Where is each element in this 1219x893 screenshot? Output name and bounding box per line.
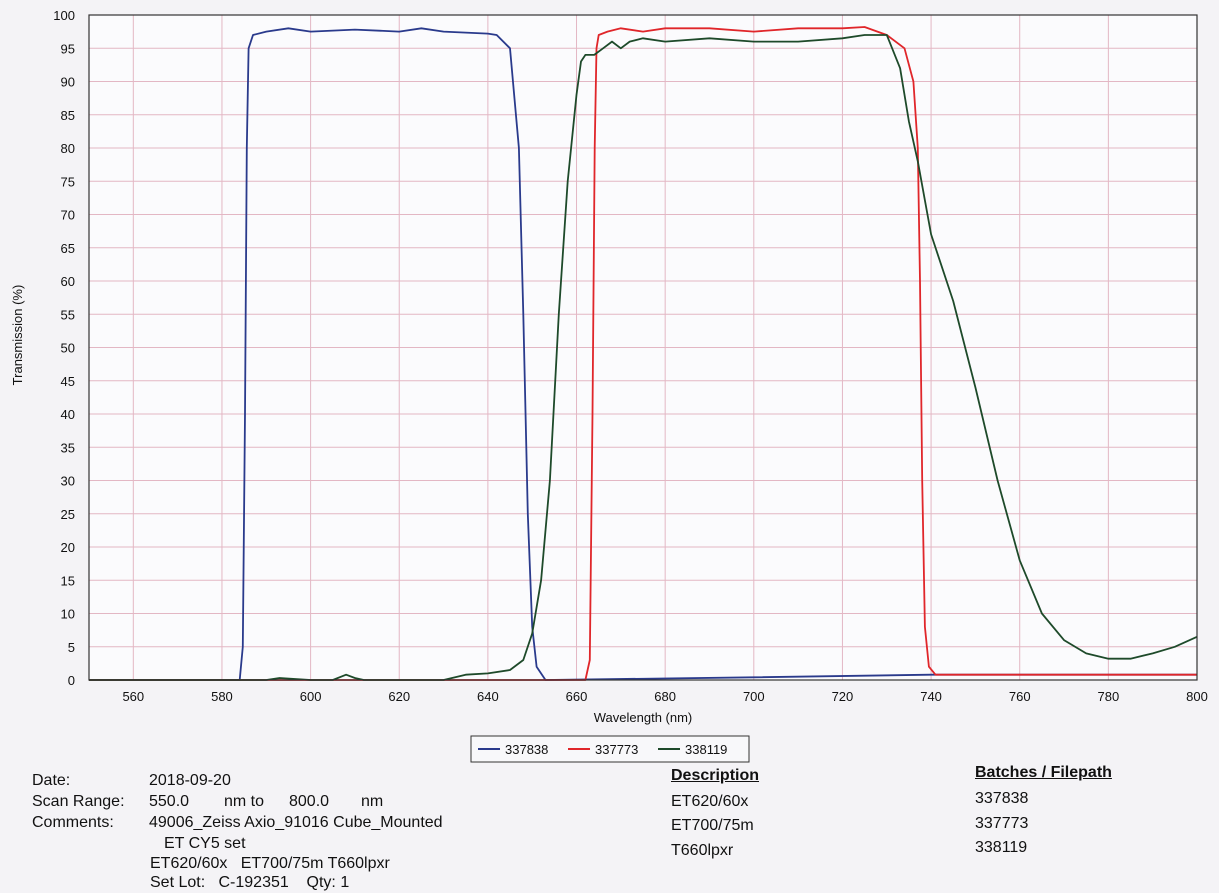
y-tick-label: 100 — [53, 8, 75, 23]
x-tick-label: 720 — [832, 689, 854, 704]
series-line-338119 — [89, 34, 1198, 681]
y-tick-label: 10 — [61, 607, 75, 622]
y-tick-label: 65 — [61, 241, 75, 256]
y-tick-label: 75 — [61, 174, 75, 189]
x-tick-label: 680 — [654, 689, 676, 704]
batch-row-2: 337773 — [975, 815, 1029, 832]
x-tick-label: 560 — [122, 689, 144, 704]
description-row-1: ET620/60x — [671, 793, 749, 810]
description-row-2: ET700/75m — [671, 817, 754, 834]
series-line-337838 — [89, 27, 1197, 681]
set-lot-line: Set Lot: C-192351 Qty: 1 — [150, 874, 350, 891]
x-tick-label: 600 — [300, 689, 322, 704]
date-value: 2018-09-20 — [149, 772, 231, 789]
legend-box — [470, 735, 750, 763]
x-tick-label: 660 — [566, 689, 588, 704]
series-line-337773 — [89, 26, 1197, 681]
comments-line-3: ET620/60x ET700/75m T660lpxr — [150, 855, 390, 872]
y-tick-label: 40 — [61, 407, 75, 422]
y-tick-labels: 0 5 10 15 20 25 30 35 40 45 50 55 60 65 70 75 80 85 90 95 10… — [53, 8, 75, 688]
legend: 337838 337773 338119 — [470, 735, 750, 763]
x-axis-title: Wavelength (nm) — [594, 710, 693, 725]
x-tick-label: 580 — [211, 689, 233, 704]
y-tick-label: 80 — [61, 141, 75, 156]
batch-row-3: 338119 — [975, 839, 1028, 856]
y-axis-title: Transmission (%) — [10, 285, 25, 386]
batches-header: Batches / Filepath — [975, 764, 1112, 781]
comments-line-1: 49006_Zeiss Axio_91016 Cube_Mounted — [149, 814, 443, 831]
batch-row-1: 337838 — [975, 790, 1029, 807]
x-tick-label: 800 — [1186, 689, 1208, 704]
plot-frame — [88, 14, 1198, 681]
y-tick-label: 30 — [61, 474, 75, 489]
scan-range-start: 550.0 — [149, 793, 190, 810]
scan-range-label: Scan Range: — [32, 793, 125, 810]
y-tick-label: 70 — [61, 208, 75, 223]
y-tick-label: 0 — [68, 673, 75, 688]
y-tick-label: 90 — [61, 75, 75, 90]
x-tick-label: 700 — [743, 689, 765, 704]
y-tick-label: 20 — [61, 540, 75, 555]
x-tick-label: 760 — [1009, 689, 1031, 704]
scan-range-end: 800.0 — [289, 793, 330, 810]
x-tick-label: 740 — [920, 689, 942, 704]
description-header: Description — [671, 767, 760, 784]
y-tick-label: 15 — [61, 573, 75, 588]
comments-label: Comments: — [32, 814, 114, 831]
x-tick-labels: 560 580 600 620 640 660 680 700 720 740 760 780 800 — [122, 689, 1207, 704]
x-tick-label: 620 — [388, 689, 410, 704]
legend-label-337838: 337838 — [505, 742, 548, 757]
x-tick-label: 780 — [1098, 689, 1120, 704]
series-lines — [89, 26, 1198, 681]
y-tick-label: 25 — [61, 507, 75, 522]
scan-range-unit-to: nm to — [224, 793, 265, 810]
legend-label-338119: 338119 — [685, 742, 727, 757]
description-row-3: T660lpxr — [671, 842, 734, 859]
comments-line-2: ET CY5 set — [164, 835, 246, 852]
grid-lines — [89, 15, 1197, 680]
y-tick-label: 45 — [61, 374, 75, 389]
legend-label-337773: 337773 — [595, 742, 638, 757]
y-tick-label: 55 — [61, 307, 75, 322]
y-tick-label: 5 — [68, 640, 75, 655]
y-tick-label: 35 — [61, 440, 75, 455]
y-tick-label: 95 — [61, 41, 75, 56]
y-tick-label: 60 — [61, 274, 75, 289]
x-tick-label: 640 — [477, 689, 499, 704]
date-label: Date: — [32, 772, 71, 789]
y-tick-label: 85 — [61, 108, 75, 123]
y-tick-label: 50 — [61, 341, 75, 356]
scan-range-unit: nm — [361, 793, 384, 810]
